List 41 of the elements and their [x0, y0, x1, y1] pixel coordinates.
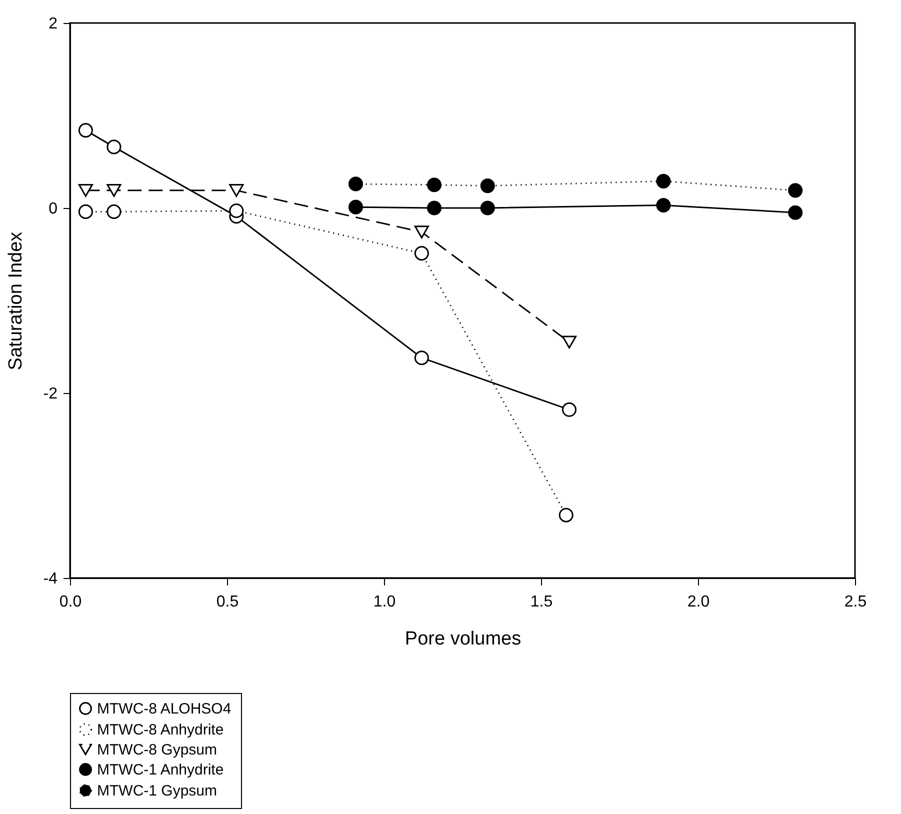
point	[558, 508, 574, 522]
point	[788, 205, 803, 220]
y-tick-label: 0	[48, 200, 58, 218]
x-tick-label: 2.0	[687, 594, 710, 610]
point	[106, 204, 122, 219]
y-tick-label: -2	[43, 386, 58, 402]
point	[656, 198, 671, 212]
point	[656, 174, 671, 188]
point	[414, 246, 429, 261]
y-axis-title: Saturation Index	[5, 231, 26, 370]
x-axis-title: Pore volumes	[404, 628, 522, 650]
x-tick-label: 1.5	[530, 594, 553, 610]
legend-label: MTWC-1 Gypsum	[97, 782, 217, 800]
legend-label: MTWC-8 Anhydrite	[97, 722, 224, 738]
point	[78, 184, 93, 197]
point	[480, 200, 495, 216]
point	[78, 204, 93, 219]
x-tick-label: 1.0	[373, 594, 396, 610]
point	[414, 350, 429, 366]
point	[229, 204, 244, 218]
point	[106, 140, 122, 154]
point	[562, 336, 577, 349]
point	[229, 184, 244, 197]
x-tick-label: 0.5	[216, 594, 239, 610]
point	[414, 226, 429, 238]
point	[562, 402, 577, 417]
point	[788, 183, 803, 198]
legend-label: MTWC-8 Gypsum	[97, 742, 217, 758]
legend-label: MTWC-1 Anhydrite	[97, 762, 224, 778]
point	[106, 184, 122, 197]
legend-label: MTWC-8 ALOHSO4	[97, 700, 232, 718]
point	[348, 200, 364, 214]
point	[78, 123, 93, 138]
y-tick-label: 2	[48, 16, 58, 32]
point	[480, 178, 495, 194]
point	[426, 178, 442, 192]
x-tick-label: 0.0	[59, 594, 82, 610]
x-tick-label: 2.5	[844, 594, 867, 610]
y-tick-label: -4	[43, 570, 58, 588]
point	[348, 176, 364, 192]
point	[426, 200, 442, 216]
